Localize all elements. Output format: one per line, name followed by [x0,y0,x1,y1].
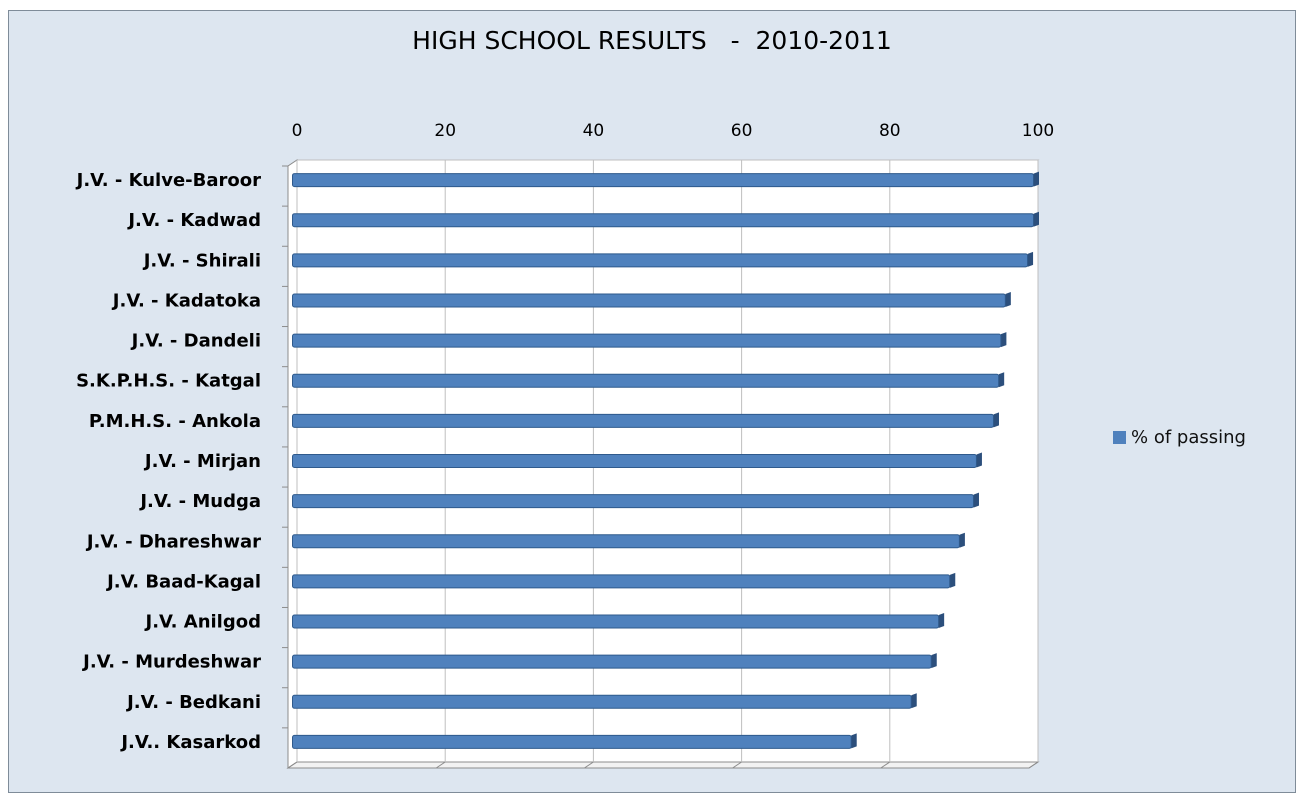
bar-end-face [1033,171,1039,187]
bar-end-face [959,532,965,548]
bar-end-face [998,372,1005,388]
x-tick-label: 80 [879,121,901,141]
bar [292,574,951,589]
category-label: S.K.P.H.S. - Katgal [76,371,261,392]
bar-end-face [851,733,857,749]
x-tick-label: 20 [434,121,456,141]
category-label: J.V. - Kadatoka [111,290,261,311]
category-label: J.V.. Kasarkod [119,732,261,753]
x-floor-tick [287,761,298,769]
bar [292,654,932,669]
category-label: J.V. - Dhareshwar [85,531,261,552]
bar [292,213,1034,228]
bar-end-face [1033,211,1039,227]
category-label: J.V. - Mirjan [143,451,261,472]
x-tick-label: 60 [731,121,753,141]
x-floor-tick [435,761,446,769]
category-label: J.V. - Shirali [142,250,261,271]
bar-end-face [931,653,937,669]
bar [292,173,1034,188]
bar [292,293,1006,308]
bar-end-face [976,452,982,468]
bar [292,494,974,509]
category-label: J.V. - Murdeshwar [81,652,261,673]
bar-end-face [1000,332,1007,348]
bar [292,333,1002,348]
bar [292,614,940,629]
bar-end-face [1005,291,1011,307]
bar-end-face [1027,251,1034,267]
bar-end-face [993,412,999,428]
category-label: J.V. - Kulve-Baroor [75,170,261,191]
bar [292,413,994,428]
plot-floor [286,761,1040,769]
x-tick-label: 100 [1022,121,1054,141]
x-floor-tick [1028,761,1039,769]
category-label: J.V. - Dandeli [130,331,261,352]
category-label: P.M.H.S. - Ankola [89,411,261,432]
bar-end-face [973,492,979,508]
legend: % of passing [1113,427,1246,448]
bar [292,734,852,749]
category-label: J.V. Anilgod [144,612,261,633]
bar-end-face [911,693,917,709]
category-label: J.V. - Mudga [138,491,261,512]
legend-swatch [1113,431,1126,444]
chart-title: HIGH SCHOOL RESULTS - 2010-2011 [412,26,892,55]
x-floor-tick [732,761,742,769]
bar [292,253,1029,268]
bar-end-face [949,572,956,588]
category-label: J.V. - Bedkani [125,692,261,713]
x-tick-label: 0 [292,121,303,141]
legend-label: % of passing [1131,427,1246,448]
bar [292,373,1000,388]
category-label: J.V. - Kadwad [126,210,261,231]
bar [292,454,977,468]
bar [292,694,912,709]
bar [292,534,960,549]
bar-end-face [938,613,945,629]
category-label: J.V. Baad-Kagal [105,571,261,592]
x-floor-tick [880,761,891,769]
x-floor-tick [584,761,594,769]
x-tick-label: 40 [583,121,605,141]
